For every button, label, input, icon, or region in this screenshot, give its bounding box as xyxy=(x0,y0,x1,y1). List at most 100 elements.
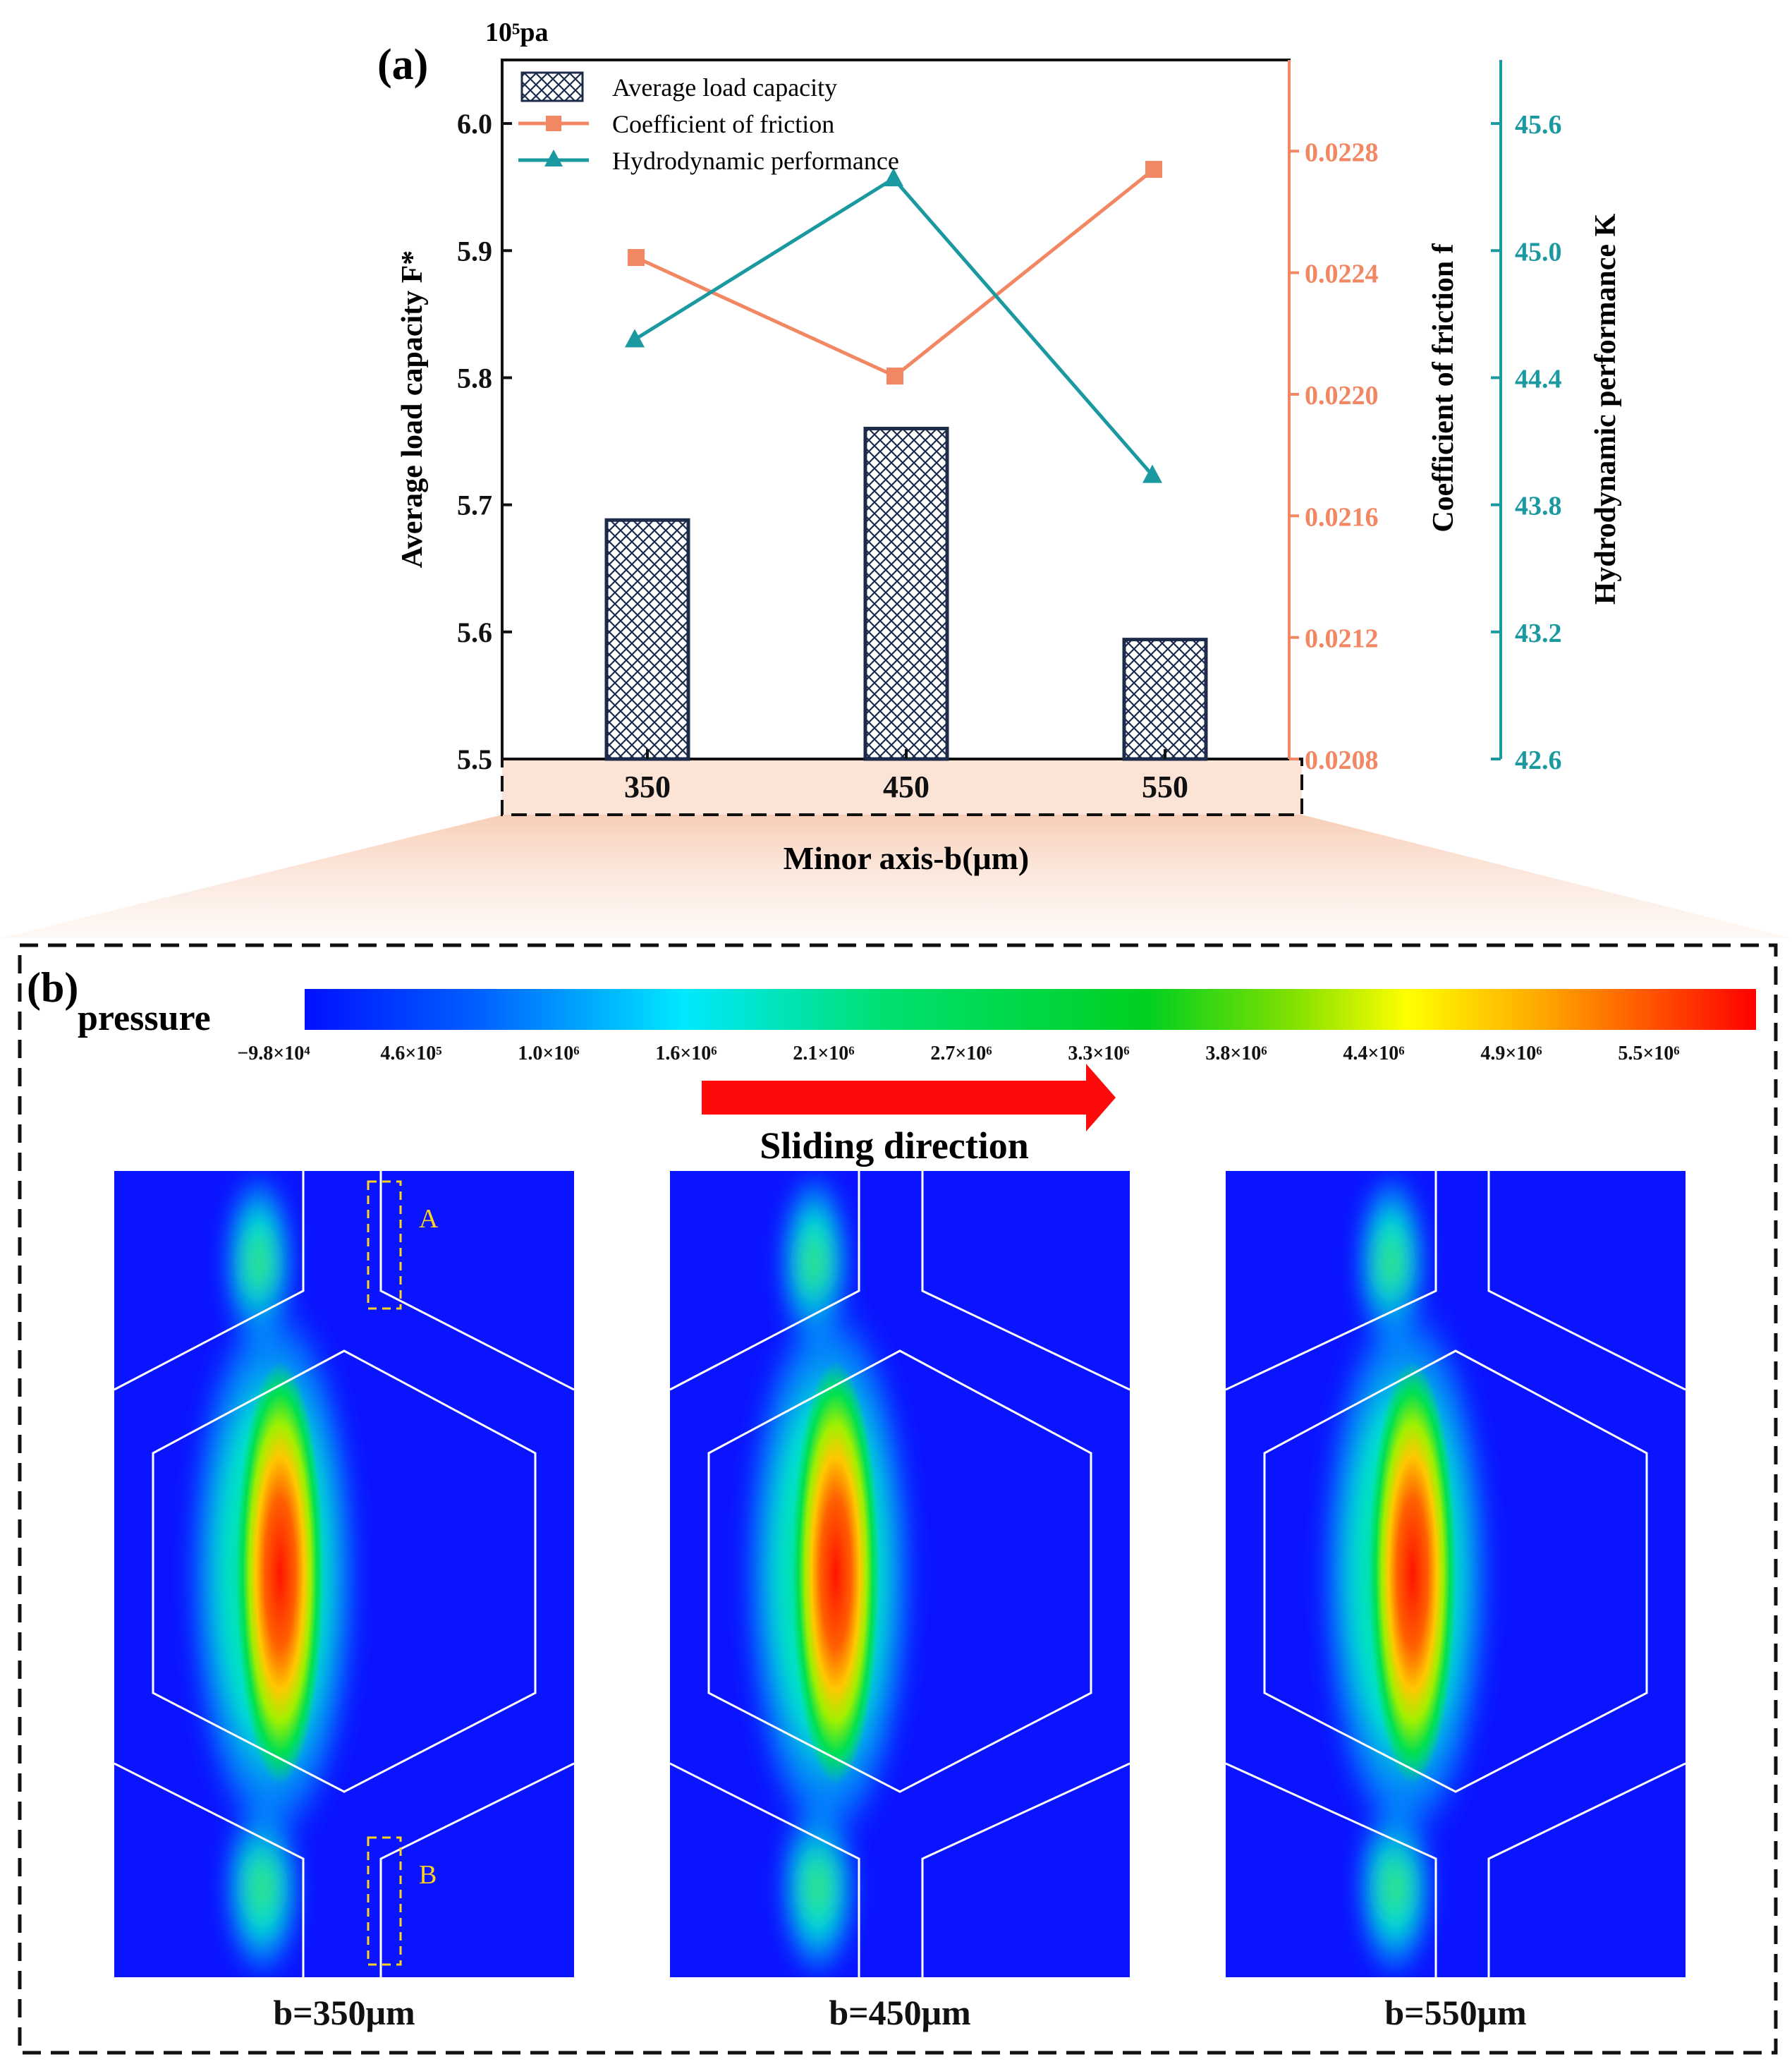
colorbar-title: pressure xyxy=(78,998,211,1038)
colorbar-tick-label: 2.1×10⁶ xyxy=(793,1043,854,1064)
texture-outline xyxy=(921,1762,1130,1977)
colorbar-tick-label: 1.0×10⁶ xyxy=(518,1043,579,1064)
colorbar-tick-label: 5.5×10⁶ xyxy=(1618,1043,1679,1064)
legend-bar-swatch xyxy=(520,71,584,102)
k-tick-label: 45.6 xyxy=(1515,110,1562,140)
lines-group xyxy=(625,161,1162,483)
k-point-550 xyxy=(1142,464,1162,483)
x-tick-band xyxy=(502,759,1302,815)
pressure-peak xyxy=(236,1361,324,1785)
colorbar-tick-label: 4.4×10⁶ xyxy=(1343,1043,1404,1064)
panel-a-label: (a) xyxy=(377,41,428,89)
pressure-map-0 xyxy=(114,1171,574,1977)
colorbar-tick-label: 2.7×10⁶ xyxy=(930,1043,992,1064)
left-tick-label: 5.6 xyxy=(457,617,492,648)
k-tick-label: 43.8 xyxy=(1515,492,1562,521)
pressure-maps: A Bb=350μm b=450μm b=550μm xyxy=(114,1171,1686,2032)
legend-triangle-marker xyxy=(544,150,563,166)
k-point-450 xyxy=(884,168,903,187)
region-label-B: B xyxy=(419,1860,437,1890)
texture-outline xyxy=(114,1762,305,1977)
colorbar-tick-label: 3.3×10⁶ xyxy=(1068,1043,1129,1064)
bar-550 xyxy=(1122,638,1208,761)
panel-b-frame xyxy=(18,943,1778,2055)
pressure-map-2 xyxy=(1226,1171,1686,1977)
legend-item-friction: Coefficient of friction xyxy=(612,110,834,138)
friction-tick-label: 0.0220 xyxy=(1305,381,1379,411)
x-tick-label: 550 xyxy=(1142,770,1188,804)
texture-outline xyxy=(670,1762,860,1977)
k-tick-label: 45.0 xyxy=(1515,237,1562,267)
colorbar-tick-labels: −9.8×10⁴ 4.6×10⁵ 1.0×10⁶ 1.6×10⁶ 2.1×10⁶ 2.7×… xyxy=(237,1043,1679,1064)
texture-outline xyxy=(1226,1762,1437,1977)
texture-outline xyxy=(921,1171,1130,1391)
pressure-map-1 xyxy=(670,1171,1130,1977)
k-axis-title: Hydrodynamic performance K xyxy=(1590,213,1622,605)
pressure-field xyxy=(1314,1171,1497,1977)
left-tick-label: 5.9 xyxy=(457,235,492,267)
texture-outline xyxy=(670,1171,860,1391)
texture-outline xyxy=(379,1762,574,1977)
map-caption: b=550μm xyxy=(1384,1993,1526,2032)
panel-b-pressure-maps: (b) pressure −9.8×10⁴ 4.6×10⁵ 1.0×10⁶ 1.6×1… xyxy=(18,943,1778,2055)
texture-outline xyxy=(1487,1171,1686,1391)
left-tick-label: 5.7 xyxy=(457,490,492,521)
bar-450 xyxy=(863,427,949,761)
friction-point-450 xyxy=(886,368,903,385)
x-tick-label: 350 xyxy=(624,770,671,804)
friction-tick-label: 0.0212 xyxy=(1305,624,1379,654)
hexagon-outline xyxy=(152,1349,537,1793)
region-box-B xyxy=(367,1836,402,1966)
pressure-peak xyxy=(792,1361,879,1785)
region-label-A: A xyxy=(419,1204,439,1234)
legend-item-k: Hydrodynamic performance xyxy=(612,147,899,175)
panel-b-label: (b) xyxy=(27,964,78,1011)
k-tick-label: 44.4 xyxy=(1515,364,1562,394)
texture-outline xyxy=(114,1171,305,1391)
axes-group: 5.5 5.6 5.7 5.8 5.9 6.0 0.0208 0.0212 0.0216 0.02… xyxy=(457,108,1562,804)
friction-tick-label: 0.0208 xyxy=(1305,746,1379,775)
friction-axis-title: Coefficient of friction f xyxy=(1427,243,1460,532)
texture-outline xyxy=(379,1171,574,1391)
colorbar-tick-label: 3.8×10⁶ xyxy=(1205,1043,1267,1064)
pressure-peak xyxy=(1369,1361,1456,1785)
region-box-A xyxy=(367,1180,402,1310)
x-tick-label: 450 xyxy=(883,770,929,804)
friction-point-350 xyxy=(628,249,645,267)
unit-label: 10⁵pa xyxy=(485,18,549,47)
legend-item-load: Average load capacity xyxy=(612,73,837,102)
friction-point-550 xyxy=(1145,161,1162,178)
hexagon-outline xyxy=(707,1349,1092,1793)
sliding-direction-arrow xyxy=(702,1064,1116,1131)
sliding-direction-label: Sliding direction xyxy=(760,1124,1029,1167)
left-tick-label: 6.0 xyxy=(457,108,492,140)
panel-a-chart: (a) 10⁵pa 5.5 5.6 5.7 5.8 5.9 6.0 0.0208 0.0212… xyxy=(0,18,1792,938)
friction-tick-label: 0.0216 xyxy=(1305,502,1379,532)
legend-square-marker xyxy=(546,116,561,131)
colorbar-tick-label: 1.6×10⁶ xyxy=(655,1043,717,1064)
bars-group xyxy=(604,427,1208,761)
pressure-colorbar xyxy=(305,989,1756,1030)
friction-series-line xyxy=(635,168,1155,379)
k-tick-label: 43.2 xyxy=(1515,619,1562,648)
friction-tick-label: 0.0228 xyxy=(1305,138,1379,167)
x-axis-title: Minor axis-b(μm) xyxy=(784,840,1029,876)
colorbar-tick-label: −9.8×10⁴ xyxy=(237,1043,310,1064)
zoom-fan xyxy=(0,815,1792,938)
map-caption: b=450μm xyxy=(829,1993,970,2032)
k-tick-label: 42.6 xyxy=(1515,746,1562,775)
map-caption: b=350μm xyxy=(273,1993,415,2032)
texture-outline xyxy=(1226,1171,1437,1391)
legend: Average load capacity Coefficient of fri… xyxy=(518,71,899,175)
colorbar-tick-label: 4.9×10⁶ xyxy=(1480,1043,1542,1064)
colorbar-tick-label: 4.6×10⁵ xyxy=(380,1043,441,1064)
x-tick-highlight-box xyxy=(501,758,1303,816)
bar-350 xyxy=(604,518,690,761)
left-axis-title: Average load capacity F* xyxy=(396,250,429,569)
hexagon-outline xyxy=(1263,1349,1648,1793)
left-tick-label: 5.8 xyxy=(457,362,492,394)
k-point-350 xyxy=(625,329,645,348)
friction-tick-label: 0.0224 xyxy=(1305,260,1379,289)
left-tick-label: 5.5 xyxy=(457,743,492,775)
